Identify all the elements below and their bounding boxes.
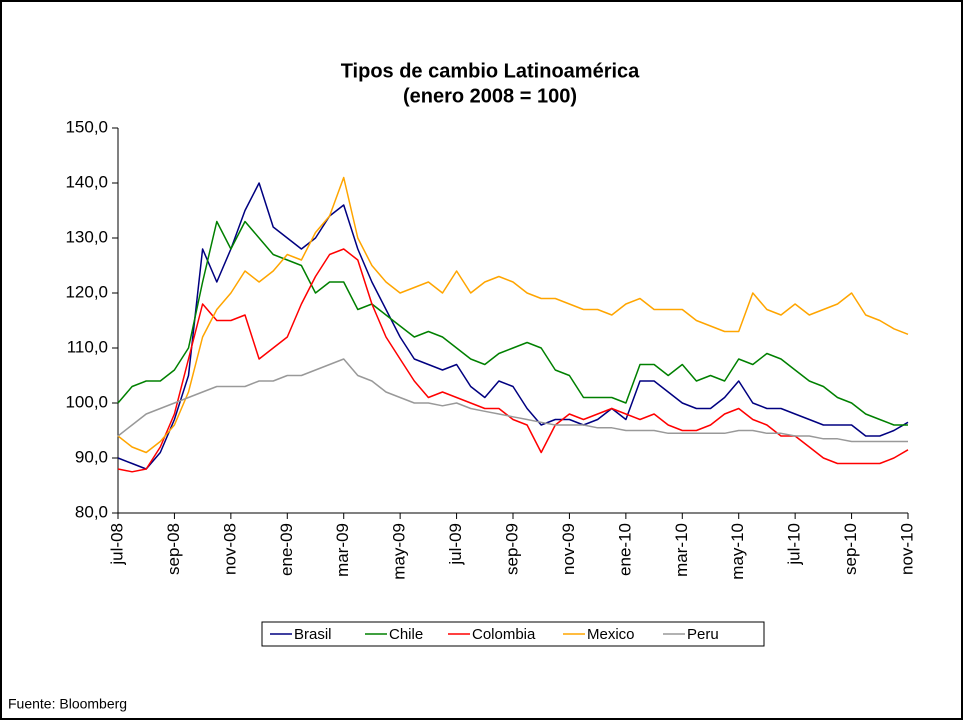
y-tick-label: 130,0 <box>65 227 108 246</box>
legend-label: Peru <box>687 626 719 643</box>
legend-label: Chile <box>389 626 423 643</box>
x-tick-label: sep-10 <box>841 523 860 575</box>
x-tick-label: ene-10 <box>615 523 634 576</box>
x-tick-label: jul-10 <box>785 523 804 566</box>
series-line <box>117 220 908 426</box>
x-tick-label: sep-09 <box>502 523 521 575</box>
x-tick-label: mar-10 <box>672 523 691 577</box>
series-line <box>117 248 909 473</box>
y-tick-label: 150,0 <box>65 117 108 136</box>
x-tick-label: sep-08 <box>164 523 183 575</box>
x-tick-label: jul-09 <box>446 523 465 566</box>
x-tick-label: mar-09 <box>333 523 352 577</box>
legend-label: Colombia <box>472 626 536 643</box>
legend-label: Mexico <box>587 626 635 643</box>
chart-subtitle: (enero 2008 = 100) <box>403 85 577 107</box>
chart-title: Tipos de cambio Latinoamérica <box>341 60 640 82</box>
x-tick-label: may-09 <box>390 523 409 580</box>
series-line <box>117 176 909 454</box>
y-tick-label: 90,0 <box>75 447 108 466</box>
y-tick-label: 140,0 <box>65 172 108 191</box>
x-tick-label: jul-08 <box>107 523 126 566</box>
y-tick-label: 120,0 <box>65 282 108 301</box>
x-tick-label: nov-10 <box>897 523 916 575</box>
x-tick-label: ene-09 <box>277 523 296 576</box>
series-line <box>117 358 908 443</box>
y-tick-label: 110,0 <box>67 337 108 356</box>
x-tick-label: nov-08 <box>220 523 239 575</box>
x-tick-label: nov-09 <box>559 523 578 575</box>
series-line <box>117 182 909 470</box>
y-tick-label: 100,0 <box>65 392 108 411</box>
y-tick-label: 80,0 <box>75 502 108 521</box>
legend-label: Brasil <box>294 626 332 643</box>
source-note: Fuente: Bloomberg <box>8 696 127 712</box>
x-tick-label: may-10 <box>728 523 747 580</box>
